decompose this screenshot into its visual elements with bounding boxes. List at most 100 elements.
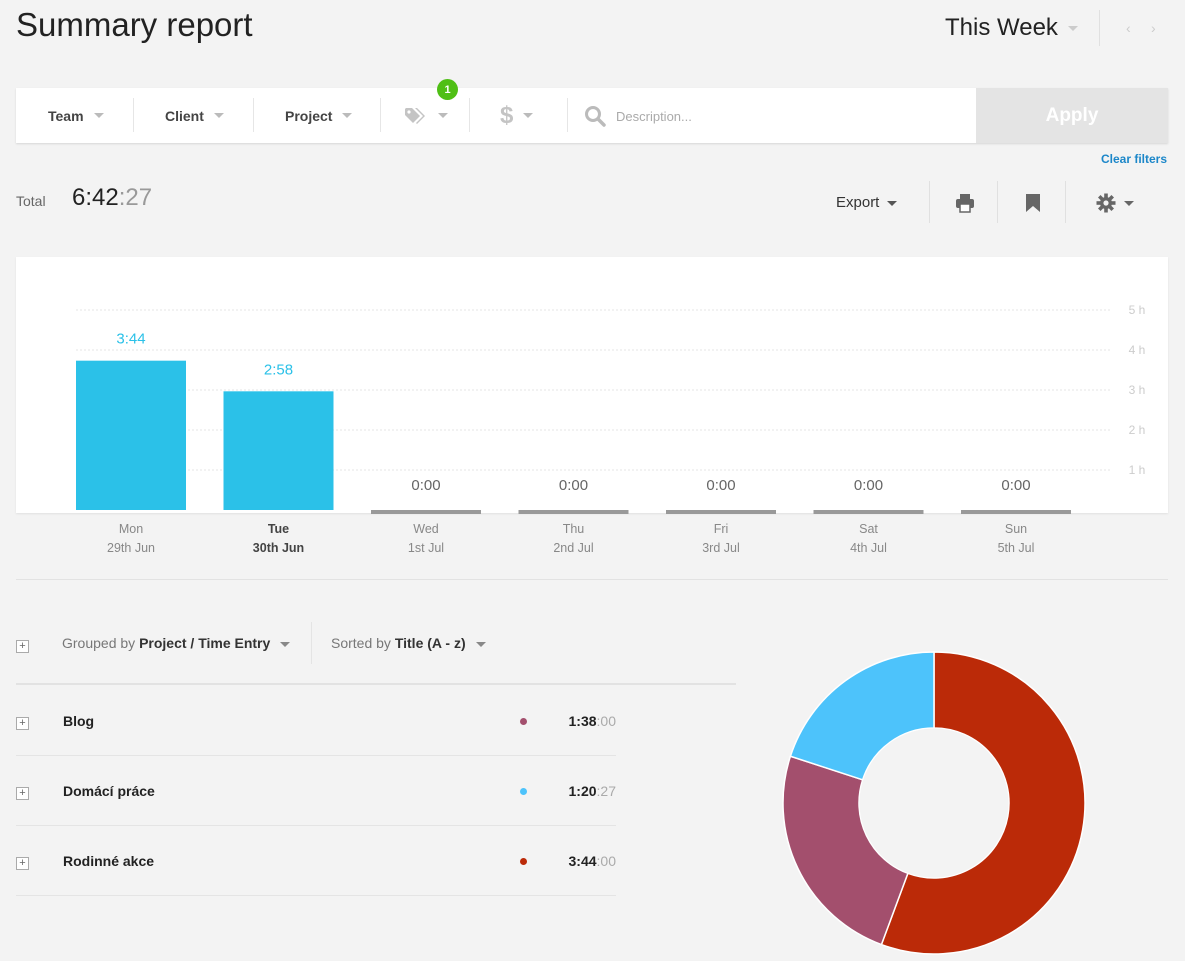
expand-all-icon[interactable]: + [16,640,29,653]
chevron-down-icon [93,113,104,118]
day-date: 1st Jul [407,541,445,555]
toolbar-divider [1065,181,1066,223]
settings-menu[interactable] [1096,193,1134,213]
header-divider [1099,10,1100,46]
x-tick-label: Sun 5th Jul [961,520,1071,558]
bar-value-label: 3:44 [116,331,145,348]
y-tick-label: 3 h [1129,383,1146,397]
bar-value-label: 0:00 [559,477,588,494]
bar[interactable] [518,510,629,514]
project-color-dot [520,718,527,725]
donut-slice[interactable] [782,755,909,946]
day-name: Fri [713,522,729,536]
bar[interactable] [371,510,481,514]
project-name: Domácí práce [63,783,155,799]
tag-icon [405,107,425,124]
project-seconds: :00 [596,853,616,869]
toolbar-divider [929,181,930,223]
previous-period-icon[interactable]: ‹ [1126,20,1131,36]
project-row[interactable]: + Domácí práce 1:20:27 [16,755,616,826]
project-row[interactable]: + Blog 1:38:00 [16,685,616,756]
period-selector[interactable]: This Week [945,14,1078,42]
donut-hole [859,728,1009,878]
sort-by-selector[interactable]: Sorted by Title (A - z) [331,635,486,651]
day-name: Thu [562,522,585,536]
project-donut-chart [782,651,1086,955]
expand-row-icon[interactable]: + [16,717,29,730]
filter-bar: Team Client Project 1 $ Apply [16,79,1168,143]
donut-slice[interactable] [880,651,1086,955]
total-label: Total [16,193,46,209]
day-name: Mon [118,522,144,536]
project-filter[interactable]: Project [285,88,353,143]
team-filter-label: Team [48,107,84,124]
bar[interactable] [76,360,186,510]
bar[interactable] [666,510,776,514]
chevron-down-icon [1067,26,1078,32]
grouping-divider [311,622,312,664]
group-by-prefix: Grouped by [62,635,136,651]
y-tick-label: 1 h [1129,463,1146,477]
chevron-down-icon [475,641,486,647]
toolbar-divider [997,181,998,223]
page-title: Summary report [16,6,253,43]
filter-divider [567,98,568,132]
y-tick-label: 4 h [1129,343,1146,357]
bookmark-icon[interactable] [1025,193,1041,213]
day-name: Sun [1004,522,1028,536]
project-duration: 1:38:00 [569,713,617,729]
filter-divider [253,98,254,132]
bar[interactable] [223,391,334,510]
filter-divider [133,98,134,132]
expand-row-icon[interactable]: + [16,787,29,800]
next-period-icon[interactable]: › [1151,20,1156,36]
description-search-input[interactable] [614,103,968,129]
billable-filter[interactable]: $ [500,88,534,143]
project-hours-minutes: 1:20 [568,783,597,799]
client-filter[interactable]: Client [165,88,224,143]
search-icon [585,106,606,127]
project-seconds: :27 [596,783,616,799]
x-tick-label: Thu 2nd Jul [519,520,629,558]
project-color-dot [520,858,527,865]
day-labels: Mon 29th Jun Tue 30th Jun Wed 1st Jul Thu 2nd J… [16,520,1168,565]
project-color-dot [520,788,527,795]
client-filter-label: Client [165,107,204,124]
filter-divider [380,98,381,132]
export-button[interactable]: Export [836,194,898,211]
sort-by-value: Title (A - z) [394,635,466,651]
apply-button[interactable]: Apply [976,88,1168,143]
bar-value-label: 0:00 [706,477,735,494]
project-seconds: :00 [596,713,616,729]
project-hours-minutes: 3:44 [568,853,597,869]
expand-row-icon[interactable]: + [16,857,29,870]
x-tick-label: Fri 3rd Jul [666,520,776,558]
clear-filters-link[interactable]: Clear filters [1101,152,1168,166]
section-divider [16,579,1168,580]
donut-slice[interactable] [789,651,935,781]
bar[interactable] [813,510,924,514]
day-date: 29th Jun [107,541,155,555]
group-by-selector[interactable]: Grouped by Project / Time Entry [62,635,291,651]
export-label: Export [836,194,880,211]
tag-filter[interactable] [404,88,448,143]
day-date: 5th Jul [997,541,1035,555]
day-name: Tue [267,522,290,536]
bar-value-label: 2:58 [264,361,293,378]
team-filter[interactable]: Team [48,88,104,143]
project-filter-label: Project [285,107,333,124]
bar-value-label: 0:00 [1001,477,1030,494]
chevron-down-icon [213,113,224,118]
chevron-down-icon [523,113,534,118]
day-date: 30th Jun [252,541,305,555]
project-row[interactable]: + Rodinné akce 3:44:00 [16,825,616,896]
project-duration: 3:44:00 [569,853,617,869]
total-seconds: :27 [118,184,153,211]
bar[interactable] [961,510,1071,514]
gear-icon [1096,193,1116,213]
x-tick-label: Mon 29th Jun [76,520,186,558]
x-tick-label: Sat 4th Jul [814,520,924,558]
print-icon[interactable] [955,193,975,213]
day-date: 2nd Jul [553,541,594,555]
filter-divider [469,98,470,132]
